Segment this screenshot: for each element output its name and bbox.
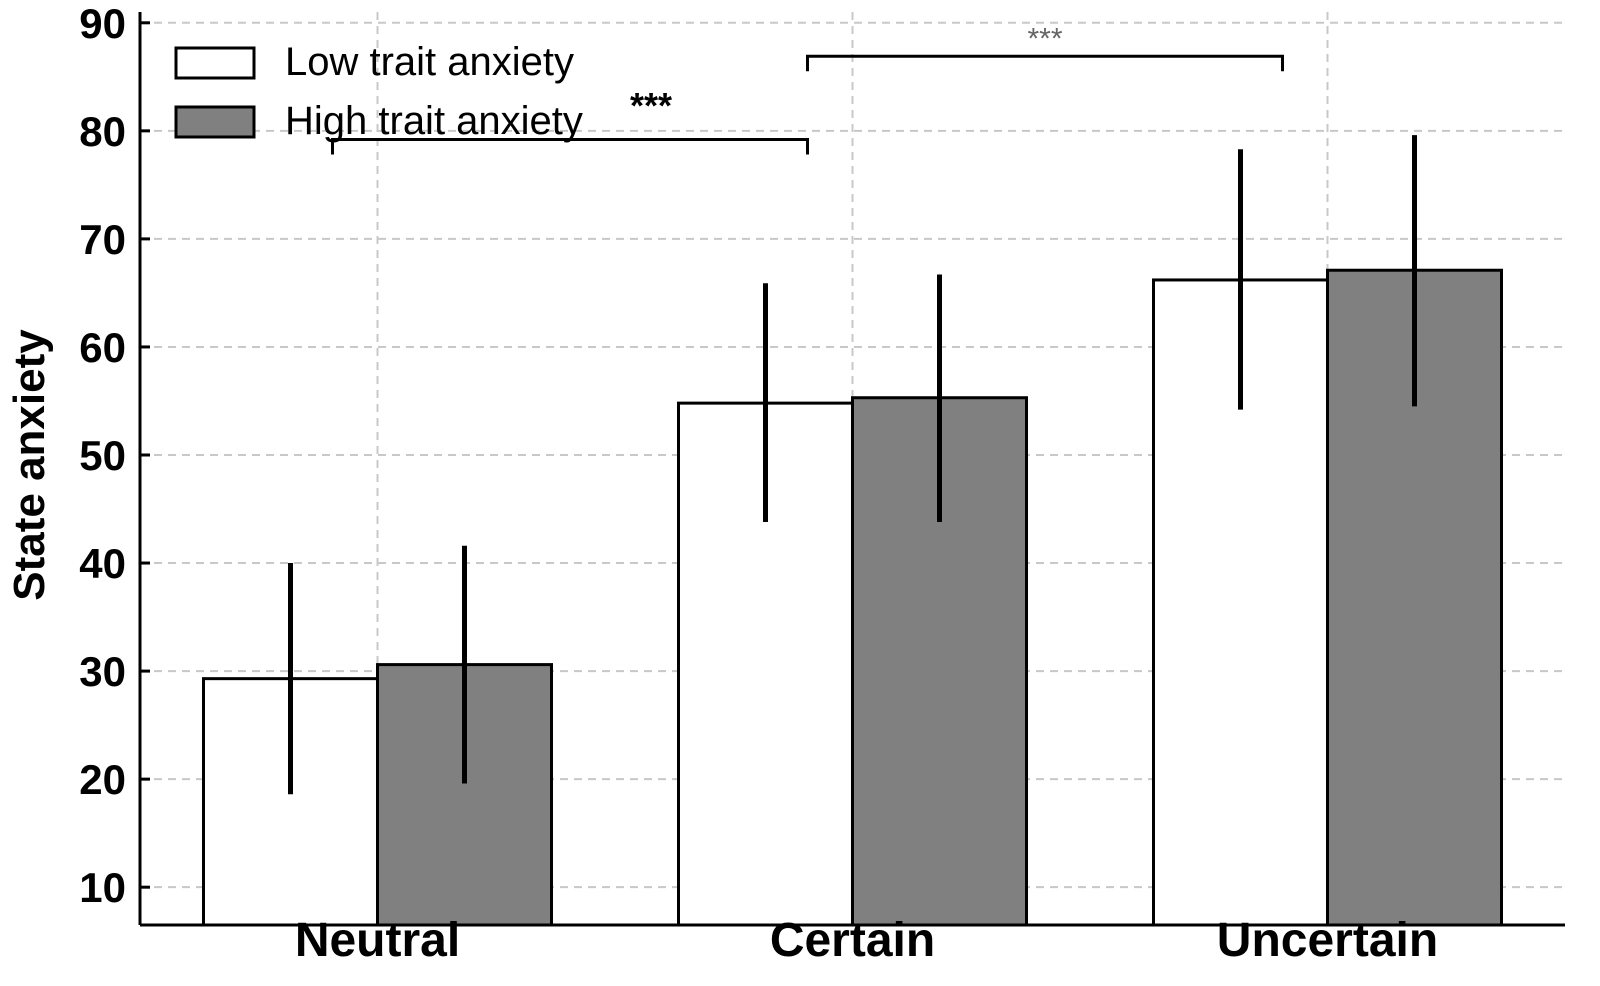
y-tick-label: 20 [79,756,126,803]
legend-label-low-trait-anxiety: Low trait anxiety [285,40,574,84]
significance-bracket [331,137,809,155]
significance-label: *** [1027,22,1062,55]
legend-swatch-high-trait-anxiety [174,105,256,139]
significance-label: *** [630,85,672,126]
x-category-labels: Neutral Certain Uncertain [295,914,1438,967]
x-category-label-uncertain: Uncertain [1217,914,1438,967]
y-tick-label: 90 [79,0,126,47]
legend-label-high-trait-anxiety: High trait anxiety [285,99,583,143]
significance-bracket [806,54,1284,72]
y-tick-label: 30 [79,648,126,695]
y-axis-title: State anxiety [5,329,54,601]
y-tick-label: 40 [79,540,126,587]
error-bars [288,135,1417,795]
significance-annotations: *** *** [331,22,1284,155]
legend-swatch-low-trait-anxiety [174,46,256,80]
axes [138,12,1565,927]
y-tick-label: 10 [79,864,126,911]
y-tick-label: 60 [79,324,126,371]
legend: Low trait anxiety High trait anxiety [174,40,583,143]
y-tick-label: 70 [79,216,126,263]
y-tick-label: 50 [79,432,126,479]
x-category-label-certain: Certain [770,914,935,967]
y-tick-labels: 10 20 30 40 50 60 70 80 90 [79,0,150,911]
x-category-label-neutral: Neutral [295,914,460,967]
y-tick-label: 80 [79,108,126,155]
bars [202,268,1503,927]
